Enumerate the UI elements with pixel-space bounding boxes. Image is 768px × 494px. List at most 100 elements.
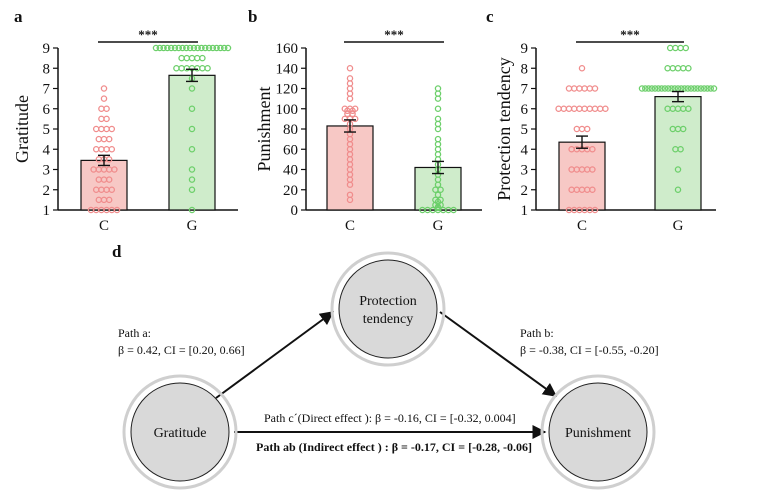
x-tick-label: G [673,218,684,234]
data-point [576,85,583,92]
y-tick-label: 7 [43,82,51,98]
data-point [183,54,191,62]
data-point [103,145,110,153]
data-point [434,105,442,113]
y-tick-label: 0 [291,203,299,219]
chart-protection-tendency: 1 2 3 4 5 6 7 8 9 Protection tendency C G *** [494,27,718,234]
y-tick-label: 5 [521,122,529,138]
data-point [581,105,588,113]
data-point [589,145,596,153]
data-point [651,85,659,92]
y-tick-label: 8 [43,61,51,77]
y-axis-label: Punishment [254,86,274,171]
bar-c [326,125,374,211]
data-point [98,105,105,113]
data-point [105,196,113,204]
node-y [548,382,648,482]
y-tick-label: 7 [521,82,529,98]
data-point [586,105,594,113]
data-point [188,166,196,173]
y-tick-label: 160 [276,41,299,57]
panel-letter-d: d [112,242,122,261]
chart-punishment: 0 20 40 60 80 100 120 140 160 Punishment C G *** [254,27,482,234]
data-point [710,85,718,92]
data-point [217,44,224,52]
data-point [645,85,652,92]
data-point [687,85,695,92]
arrow-path-b [439,311,558,397]
y-tick-label: 4 [43,142,51,158]
path-c-label: Path c´(Direct effect ): β = -0.16, CI =… [264,411,516,425]
data-point [188,176,196,183]
data-point [186,44,194,52]
data-point [156,44,164,52]
data-point [175,44,182,52]
data-point [188,125,196,133]
data-point [437,196,444,204]
panel-letter-a: a [14,7,23,26]
data-point [183,65,191,72]
data-point [581,85,588,92]
data-point [100,85,108,92]
significance-label: *** [620,27,640,42]
y-axis-label: Gratitude [12,95,32,163]
data-point [103,105,110,113]
bar-g [654,95,702,211]
data-point [346,65,354,72]
data-point [351,115,359,123]
y-tick-label: 80 [283,122,298,138]
data-point [209,44,217,52]
data-point [434,135,442,143]
data-point [188,206,196,214]
data-point [205,44,213,52]
node-mediator [338,259,438,359]
data-point [602,105,609,113]
bar-c [558,141,606,211]
y-tick-label: 60 [283,142,298,158]
arrow-path-a [215,311,335,399]
data-point [108,145,116,153]
data-point [697,85,705,92]
y-tick-label: 8 [521,61,529,77]
data-point [591,105,599,113]
data-point [183,44,190,52]
y-tick-label: 6 [43,102,51,118]
y-tick-label: 100 [276,102,299,118]
data-point [167,44,175,52]
y-tick-label: 1 [521,203,529,219]
y-tick-label: 4 [521,142,529,158]
node-y-ring [540,374,656,490]
chart-gratitude: 1 2 3 4 5 6 7 8 9 Gratitude C G *** [12,27,238,234]
bar-c [80,159,128,211]
data-point [213,44,220,52]
y-tick-label: 1 [43,203,51,219]
data-point [586,85,594,92]
data-point [661,85,669,92]
y-tick-label: 40 [283,163,298,179]
data-point [434,115,442,123]
data-point [666,44,674,52]
data-point [105,135,113,143]
data-point [98,145,105,153]
node-mediator-label-2: tendency [363,312,414,327]
data-point [576,105,583,113]
data-point [190,44,198,52]
x-tick-label: C [345,218,355,234]
node-x [130,382,230,482]
data-point [108,125,116,133]
data-point [677,145,684,153]
node-mediator-label-1: Protection [359,294,417,309]
data-point [672,44,679,52]
data-point [105,176,113,183]
x-tick-label: G [187,218,198,234]
data-point [188,54,196,62]
path-b-title: Path b: [520,326,554,340]
data-point [173,65,180,72]
data-point [583,125,591,133]
data-point [570,105,578,113]
y-tick-label: 20 [283,183,298,199]
data-point [596,105,604,113]
node-y-label: Punishment [565,426,631,441]
data-point [434,191,442,199]
data-point [565,85,573,92]
